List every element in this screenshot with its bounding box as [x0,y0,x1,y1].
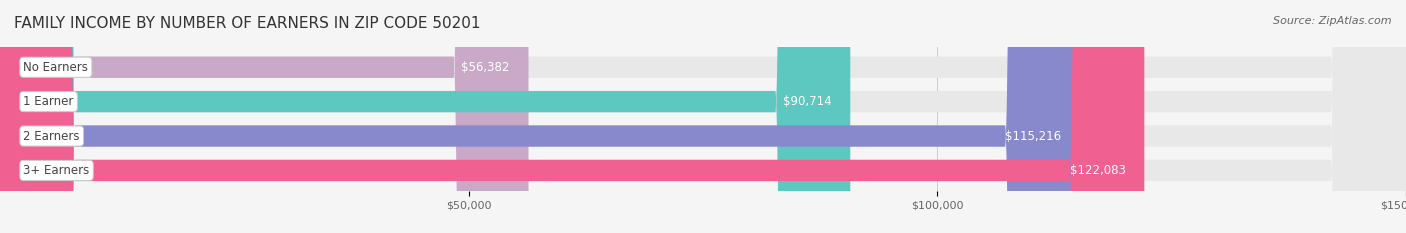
FancyBboxPatch shape [0,0,851,233]
FancyBboxPatch shape [0,0,1144,233]
Text: 3+ Earners: 3+ Earners [24,164,90,177]
Text: FAMILY INCOME BY NUMBER OF EARNERS IN ZIP CODE 50201: FAMILY INCOME BY NUMBER OF EARNERS IN ZI… [14,16,481,31]
Text: $56,382: $56,382 [461,61,510,74]
Text: $90,714: $90,714 [783,95,831,108]
Text: 2 Earners: 2 Earners [24,130,80,143]
FancyBboxPatch shape [0,0,1080,233]
Text: $122,083: $122,083 [1070,164,1126,177]
Text: Source: ZipAtlas.com: Source: ZipAtlas.com [1274,16,1392,26]
Text: $115,216: $115,216 [1005,130,1062,143]
FancyBboxPatch shape [0,0,529,233]
Text: No Earners: No Earners [24,61,89,74]
Text: 1 Earner: 1 Earner [24,95,73,108]
